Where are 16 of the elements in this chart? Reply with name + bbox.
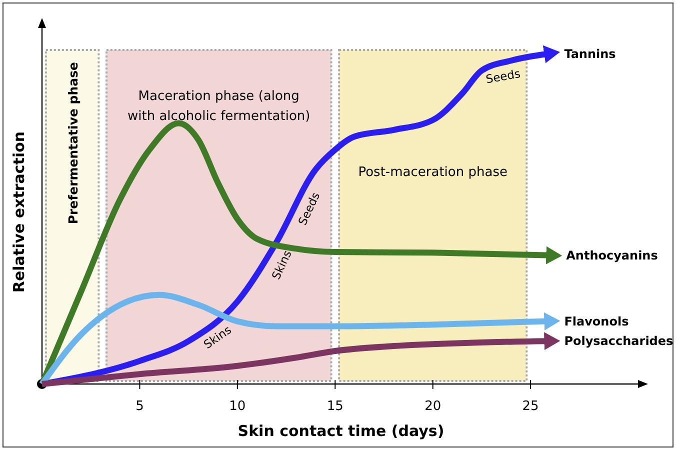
x-tick-label: 20: [424, 399, 442, 414]
series-label: Anthocyanins: [566, 248, 658, 262]
x-tick-label: 25: [522, 399, 539, 414]
x-axis-title: Skin contact time (days): [238, 422, 444, 440]
series-label: Tannins: [564, 47, 616, 61]
x-tick-label: 15: [326, 399, 344, 414]
series-label: Polysaccharides: [564, 334, 674, 348]
x-tick-label: 5: [136, 399, 144, 414]
band-label: Post-maceration phase: [358, 165, 508, 180]
annotation: Seeds: [484, 66, 522, 86]
series-label: Flavonols: [564, 314, 629, 328]
band-label: Prefermentative phase: [65, 62, 80, 224]
x-tick-label: 10: [229, 399, 246, 414]
y-axis-title: Relative extraction: [10, 131, 28, 293]
annotation: Skins: [268, 248, 294, 282]
band-label: Maceration phase (along with alcoholic fermentation): [128, 89, 310, 124]
